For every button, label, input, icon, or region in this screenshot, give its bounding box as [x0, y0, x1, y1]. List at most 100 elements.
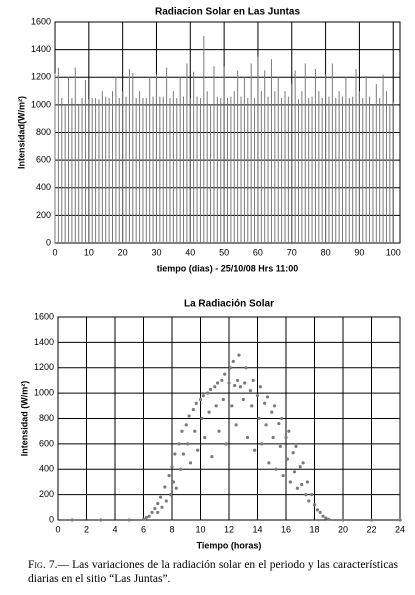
point — [164, 499, 168, 503]
y-tick-label: 800 — [39, 413, 54, 423]
point — [271, 435, 275, 440]
point — [284, 435, 288, 440]
point — [188, 461, 193, 465]
x-tick-label: 90 — [354, 247, 364, 257]
point — [231, 359, 235, 364]
point — [216, 381, 220, 385]
point — [163, 485, 167, 489]
point — [310, 493, 314, 497]
point — [206, 391, 210, 395]
point — [167, 473, 171, 478]
y-tick-label: 400 — [39, 464, 54, 474]
x-tick-label: 0 — [52, 247, 57, 257]
point — [298, 465, 302, 469]
y-tick-label: 200 — [39, 489, 54, 499]
point — [156, 501, 160, 506]
point — [277, 421, 281, 426]
x-tick-label: 70 — [287, 247, 297, 257]
point — [214, 404, 218, 408]
point — [181, 452, 185, 456]
x-tick-label: 100 — [386, 247, 401, 257]
point — [307, 499, 311, 503]
point — [305, 480, 309, 484]
y-tick-label: 600 — [39, 438, 54, 448]
point — [194, 401, 198, 405]
caption-label: Fig. 7.— — [28, 559, 69, 571]
point — [171, 480, 176, 484]
point — [153, 506, 157, 511]
point — [201, 394, 205, 398]
y-tick-label: 1000 — [34, 388, 54, 398]
point — [213, 385, 217, 389]
point — [327, 517, 331, 521]
chart-title: La Radiación Solar — [184, 299, 274, 310]
point — [147, 514, 151, 518]
point — [99, 518, 103, 522]
x-tick-label: 8 — [169, 524, 174, 534]
y-tick-label: 400 — [36, 182, 51, 192]
y-tick-label: 1200 — [34, 362, 54, 372]
caption-text: Las variaciones de la radiación solar en… — [28, 559, 399, 585]
y-tick-label: 1600 — [31, 16, 51, 26]
point — [186, 442, 190, 446]
x-tick-label: 30 — [151, 247, 161, 257]
point — [251, 378, 255, 383]
point — [200, 416, 204, 421]
point — [288, 480, 292, 484]
x-tick-label: 50 — [219, 247, 229, 257]
point — [193, 429, 197, 433]
y-tick-label: 0 — [49, 514, 54, 524]
x-tick-label: 10 — [195, 524, 205, 534]
point — [177, 442, 181, 446]
point — [174, 486, 178, 490]
point — [318, 510, 322, 514]
x-tick-label: 6 — [141, 524, 146, 534]
point — [315, 508, 319, 512]
x-tick-label: 0 — [55, 524, 60, 534]
point — [191, 408, 195, 412]
point — [223, 372, 227, 376]
point — [156, 510, 160, 514]
point — [287, 429, 291, 433]
x-axis-label: tiempo (dias) - 25/10/08 Hrs 11:00 — [157, 263, 299, 273]
point — [291, 451, 295, 455]
point — [210, 454, 214, 459]
point — [274, 467, 278, 471]
point — [398, 518, 402, 522]
point — [224, 442, 228, 446]
point — [245, 435, 250, 440]
x-tick-label: 20 — [118, 247, 128, 257]
point — [295, 486, 299, 490]
point — [265, 395, 270, 399]
x-tick-label: 40 — [185, 247, 195, 257]
y-tick-label: 1600 — [34, 311, 54, 321]
point — [264, 423, 268, 427]
y-tick-label: 1400 — [31, 44, 51, 54]
x-tick-label: 60 — [253, 247, 263, 257]
point — [248, 388, 252, 393]
point — [221, 397, 225, 402]
point — [150, 510, 154, 514]
point — [243, 381, 247, 385]
point — [369, 518, 374, 522]
point — [178, 467, 183, 471]
x-tick-label: 12 — [224, 524, 234, 534]
point — [241, 397, 245, 402]
point — [141, 517, 146, 521]
point — [301, 461, 305, 465]
x-tick-label: 10 — [84, 247, 94, 257]
x-tick-label: 4 — [112, 524, 117, 534]
point — [159, 495, 163, 499]
x-tick-label: 16 — [281, 524, 291, 534]
point — [160, 505, 164, 509]
point — [217, 429, 221, 433]
point — [170, 465, 174, 469]
point — [203, 435, 207, 440]
point — [312, 503, 317, 507]
point — [235, 378, 240, 383]
x-tick-label: 80 — [321, 247, 331, 257]
x-tick-label: 18 — [309, 524, 319, 534]
y-tick-label: 1200 — [31, 72, 51, 82]
point — [250, 404, 254, 408]
